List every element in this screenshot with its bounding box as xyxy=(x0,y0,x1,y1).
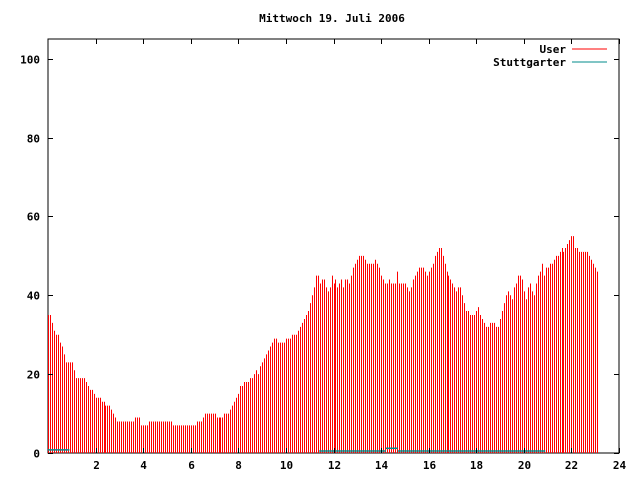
y-tick-label: 40 xyxy=(27,290,40,303)
y-axis: 0 20 40 60 80 100 xyxy=(20,54,619,461)
x-tick-label: 6 xyxy=(188,459,195,472)
stuttgarter-series-group xyxy=(48,447,546,452)
x-tick-label: 18 xyxy=(470,459,483,472)
x-tick-label: 14 xyxy=(375,459,389,472)
x-tick-label: 8 xyxy=(235,459,242,472)
x-tick-label: 16 xyxy=(423,459,437,472)
x-tick-label: 2 xyxy=(93,459,100,472)
x-tick-label: 24 xyxy=(613,459,627,472)
x-tick-label: 4 xyxy=(140,459,147,472)
y-tick-label: 100 xyxy=(20,54,40,67)
x-axis: 2 4 6 8 10 12 14 16 18 20 22 24 xyxy=(93,39,626,472)
y-tick-label: 0 xyxy=(33,448,40,461)
x-tick-label: 10 xyxy=(280,459,293,472)
legend-label-stuttgarter: Stuttgarter xyxy=(493,56,566,69)
plot-frame xyxy=(47,38,620,454)
chart-title: Mittwoch 19. Juli 2006 xyxy=(259,12,405,25)
user-bars-group xyxy=(48,236,598,453)
x-tick-label: 20 xyxy=(518,459,531,472)
y-tick-label: 20 xyxy=(27,369,40,382)
y-tick-label: 80 xyxy=(27,133,40,146)
y-tick-label: 60 xyxy=(27,211,40,224)
x-tick-label: 12 xyxy=(328,459,341,472)
legend: User Stuttgarter xyxy=(493,43,607,69)
x-tick-label: 22 xyxy=(565,459,578,472)
legend-label-user: User xyxy=(540,43,567,56)
